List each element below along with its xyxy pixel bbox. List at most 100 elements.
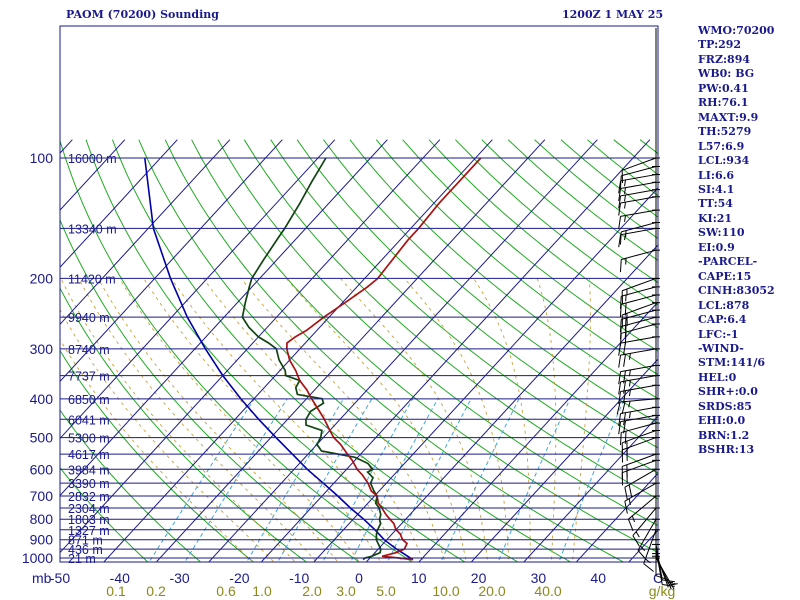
index-line: L57:6.9: [698, 139, 745, 153]
wind-barb-shaft: [620, 209, 657, 217]
wind-barb-half: [635, 531, 640, 538]
moist-adiabat: [285, 278, 467, 562]
isotherm: [418, 301, 658, 562]
wind-barb-shaft: [622, 437, 657, 451]
height-label: 3984 m: [68, 463, 110, 477]
wind-barb-shaft: [621, 222, 657, 233]
wind-barb-shaft: [622, 157, 657, 171]
wind-barb-flag: [623, 420, 626, 434]
index-line: EI:0.9: [698, 240, 735, 254]
wind-barb-half: [624, 194, 626, 202]
wind-barb-flag: [618, 413, 622, 427]
wind-barb-flag: [619, 296, 622, 309]
height-label: 8740 m: [68, 343, 110, 357]
isotherm: [0, 140, 20, 567]
wind-barb: [619, 316, 660, 340]
wind-barb: [618, 375, 660, 395]
wind-barb-shaft: [622, 277, 657, 292]
wind-barb: [618, 336, 660, 356]
wind-barb: [618, 364, 660, 385]
temperature-tick-label: -40: [110, 570, 130, 586]
wind-barb-shaft: [620, 375, 657, 383]
wind-barb-half: [628, 400, 631, 408]
wind-barb: [618, 209, 660, 229]
height-label: 1803 m: [68, 513, 110, 527]
wind-barb-flag: [655, 575, 669, 581]
moist-adiabat: [240, 278, 446, 562]
wind-barb: [619, 165, 660, 189]
isotherm: [365, 244, 658, 562]
temperature-tick-label: -10: [289, 570, 309, 586]
mixing-ratio-label: 0.6: [216, 583, 236, 599]
isotherm: [523, 415, 658, 562]
wind-barb-shaft: [620, 181, 657, 190]
wind-barb-shaft: [621, 323, 657, 334]
pressure-tick-label: 800: [30, 511, 54, 527]
index-line: PW:0.41: [698, 81, 749, 95]
isotherm: [313, 187, 658, 562]
wind-barb: [621, 157, 660, 183]
pressure-tick-label: 700: [30, 488, 54, 504]
height-label: 6850 m: [68, 393, 110, 407]
index-line: CINH:83052: [698, 284, 775, 298]
wind-barb-flag: [624, 501, 628, 514]
height-label: 6041 m: [68, 413, 110, 427]
wind-barb-flag: [623, 370, 626, 384]
index-line: WB0: BG: [698, 67, 755, 81]
wind-barb-shaft: [620, 398, 657, 403]
isotherm: [60, 139, 231, 326]
pressure-tick-label: 200: [30, 270, 54, 286]
temperature-tick-label: -20: [229, 570, 249, 586]
height-label: 1327 m: [68, 524, 110, 538]
isotherm: [60, 139, 283, 383]
wind-barb-shaft: [632, 507, 657, 536]
wind-barb: [619, 222, 660, 245]
isotherm: [260, 139, 651, 562]
wind-barb: [621, 429, 660, 456]
wind-barb-flag: [618, 234, 622, 248]
temperature-tick-label: 20: [471, 570, 487, 586]
wind-barb-shaft: [655, 544, 663, 580]
wind-barb-flag: [623, 380, 626, 394]
wind-barb-flag: [619, 259, 622, 273]
wind-barb: [627, 495, 660, 532]
isotherm: [60, 139, 178, 268]
wind-barb-flag: [623, 354, 626, 367]
moist-adiabat: [60, 338, 254, 562]
wind-barb: [619, 294, 660, 317]
height-label: 871 m: [68, 534, 103, 548]
pressure-tick-label: 400: [30, 391, 54, 407]
wind-barb-shaft: [624, 468, 657, 488]
wind-barb: [618, 384, 660, 405]
wind-barb-flag: [618, 421, 622, 435]
pressure-tick-label: 100: [30, 150, 54, 166]
wind-barb: [616, 398, 660, 415]
wind-barb-shaft: [621, 165, 657, 177]
wind-barb-flag: [624, 302, 627, 316]
height-label: 16000 m: [68, 152, 117, 166]
wind-barb-shaft: [622, 302, 657, 316]
wind-barb-half: [628, 411, 631, 419]
wind-barb: [618, 189, 660, 209]
index-line: CAP:6.4: [698, 313, 747, 327]
wind-barb: [621, 302, 660, 328]
wind-barb: [621, 437, 660, 463]
isotherm: [470, 358, 658, 562]
pressure-tick-label: 1000: [22, 550, 53, 566]
wind-barb: [619, 249, 660, 273]
wind-barb-flag: [621, 401, 626, 414]
isotherm: [60, 139, 336, 440]
mixing-ratio-label: 10.0: [432, 583, 459, 599]
wind-barb-flag: [618, 188, 622, 202]
mixing-ratio-label: 2.0: [302, 583, 322, 599]
wind-barb-shaft: [620, 384, 657, 393]
index-line: -WIND-: [698, 341, 744, 355]
height-label: 2304 m: [68, 502, 110, 516]
pressure-tick-label: 300: [30, 341, 54, 357]
dry-adiabat: [60, 139, 413, 562]
index-line: STM:141/6: [698, 356, 765, 370]
index-line: EHI:0.0: [698, 414, 746, 428]
height-label: 436 m: [68, 543, 103, 557]
wind-barb-shaft: [620, 189, 657, 197]
pressure-tick-label: 900: [30, 532, 54, 548]
